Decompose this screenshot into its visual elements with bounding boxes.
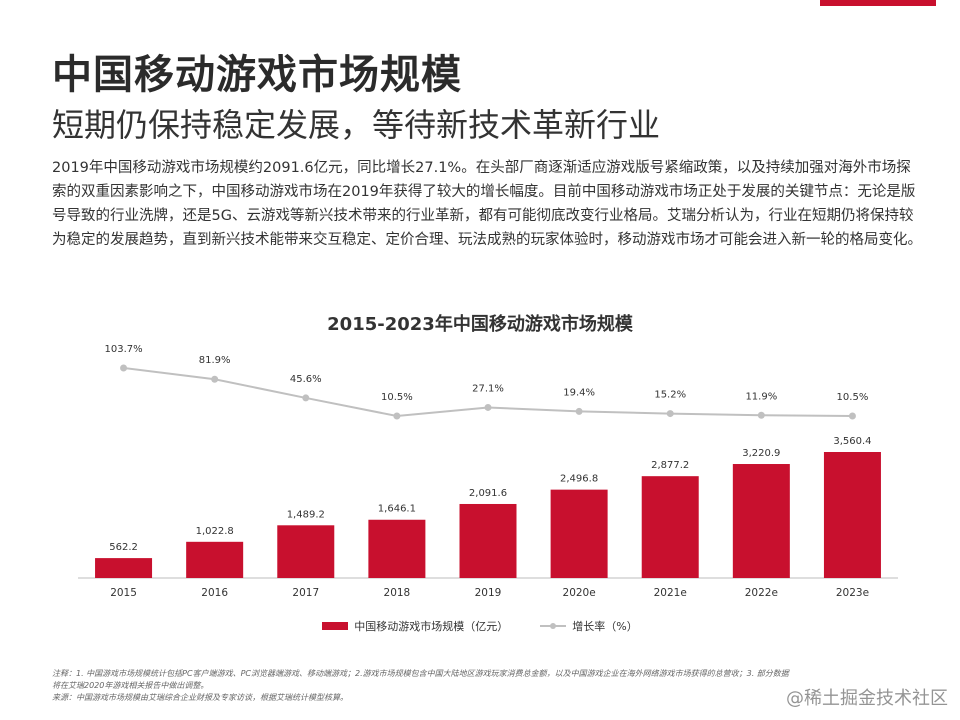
- x-tick-label-2020e: 2020e: [563, 587, 596, 599]
- watermark: @稀土掘金技术社区: [786, 688, 948, 709]
- top-accent-bar: [820, 0, 936, 6]
- growth-point-2021e: [666, 410, 674, 418]
- legend-bar-swatch: [322, 622, 349, 630]
- legend-line-swatch: [540, 623, 567, 629]
- bar-value-label-2018: 1,646.1: [378, 504, 416, 515]
- footnote-line-2: 将在艾瑞2020年游戏相关报告中做出调整。: [52, 681, 209, 690]
- growth-value-label-2018: 10.5%: [381, 392, 413, 403]
- chart-legend: 中国移动游戏市场规模（亿元） 增长率（%）: [0, 618, 960, 634]
- bar-2019: [459, 503, 517, 578]
- growth-point-2020e: [575, 407, 583, 415]
- growth-point-2017: [302, 394, 310, 402]
- bar-2020e: [550, 489, 608, 578]
- x-tick-label-2015: 2015: [110, 587, 137, 599]
- bar-value-label-2016: 1,022.8: [196, 526, 234, 537]
- x-tick-label-2022e: 2022e: [745, 587, 778, 599]
- growth-value-label-2017: 45.6%: [290, 374, 322, 385]
- bar-value-label-2021e: 2,877.2: [651, 460, 689, 471]
- growth-value-label-2016: 81.9%: [199, 355, 231, 366]
- growth-value-label-2022e: 11.9%: [745, 391, 777, 402]
- bar-2018: [368, 519, 426, 578]
- x-tick-label-2017: 2017: [292, 587, 319, 599]
- bar-2017: [277, 525, 335, 578]
- bar-2016: [186, 541, 244, 578]
- bar-value-label-2023e: 3,560.4: [833, 436, 871, 447]
- growth-point-2018: [393, 412, 401, 420]
- footnote: 注释：1. 中国游戏市场规模统计包括PC客户端游戏、PC浏览器端游戏、移动端游戏…: [52, 668, 932, 704]
- bar-2023e: [823, 452, 881, 578]
- growth-value-label-2021e: 15.2%: [654, 390, 686, 401]
- chart-title: 2015-2023年中国移动游戏市场规模: [327, 314, 633, 335]
- bar-value-label-2015: 562.2: [109, 542, 138, 553]
- growth-point-2015: [120, 364, 128, 372]
- bar-value-label-2019: 2,091.6: [469, 488, 507, 499]
- bar-2022e: [732, 464, 790, 578]
- bar-2015: [95, 558, 153, 578]
- growth-point-2016: [211, 375, 219, 383]
- legend-item-market-size: 中国移动游戏市场规模（亿元）: [322, 618, 508, 634]
- growth-point-2022e: [757, 411, 765, 419]
- x-tick-label-2016: 2016: [201, 587, 228, 599]
- bar-value-label-2017: 1,489.2: [287, 509, 325, 520]
- bar-value-label-2020e: 2,496.8: [560, 474, 598, 485]
- x-tick-label-2023e: 2023e: [836, 587, 869, 599]
- footnote-line-1: 注释：1. 中国游戏市场规模统计包括PC客户端游戏、PC浏览器端游戏、移动端游戏…: [52, 669, 789, 678]
- x-tick-label-2021e: 2021e: [654, 587, 687, 599]
- legend-label-market-size: 中国移动游戏市场规模（亿元）: [354, 620, 509, 633]
- growth-value-label-2019: 27.1%: [472, 383, 504, 394]
- x-tick-label-2019: 2019: [475, 587, 502, 599]
- growth-value-label-2020e: 19.4%: [563, 387, 595, 398]
- x-tick-label-2018: 2018: [384, 587, 411, 599]
- growth-point-2023e: [848, 412, 856, 420]
- page-title: 中国移动游戏市场规模: [52, 52, 462, 98]
- growth-point-2019: [484, 403, 492, 411]
- legend-label-growth-rate: 增长率（%）: [572, 620, 638, 633]
- footnote-line-3: 来源：中国游戏市场规模由艾瑞综合企业财报及专家访谈，根据艾瑞统计模型核算。: [52, 693, 348, 702]
- growth-value-label-2023e: 10.5%: [837, 392, 869, 403]
- legend-item-growth-rate: 增长率（%）: [540, 618, 638, 634]
- bar-value-label-2022e: 3,220.9: [742, 448, 780, 459]
- growth-value-label-2015: 103.7%: [104, 344, 142, 355]
- description-paragraph: 2019年中国移动游戏市场规模约2091.6亿元，同比增长27.1%。在头部厂商…: [52, 160, 922, 248]
- bar-2021e: [641, 476, 699, 578]
- page-subtitle: 短期仍保持稳定发展，等待新技术革新行业: [52, 106, 661, 144]
